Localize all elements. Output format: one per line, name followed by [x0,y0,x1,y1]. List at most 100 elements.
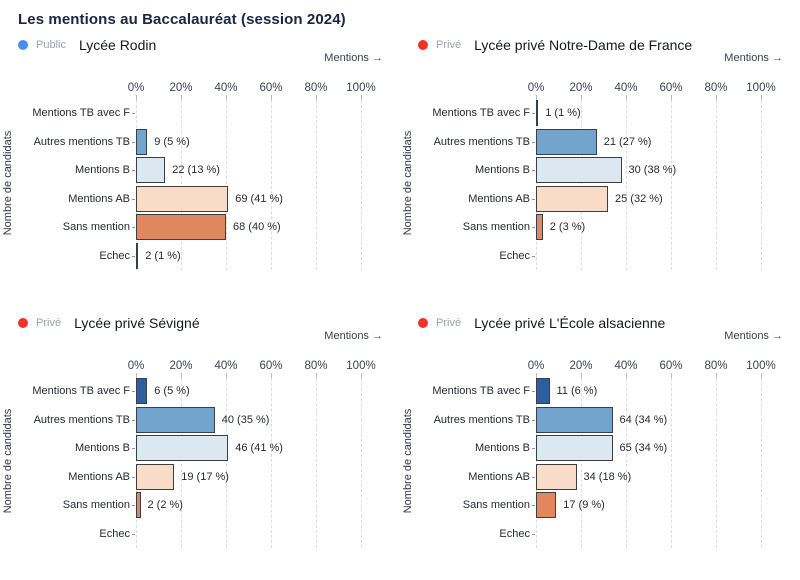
category-label: Mentions AB [68,193,130,205]
category-label: Sans mention [62,499,130,511]
category-tick-mark [532,227,535,228]
x-tick-mark [136,373,137,378]
bar-value-label: 21 (27 %) [603,136,652,148]
category-tick-mark [132,142,135,143]
category-label: Sans mention [62,221,130,233]
bar [536,100,539,126]
grid-line [760,373,762,548]
x-tick-label: 100% [346,82,376,94]
category-label: Mentions AB [468,193,530,205]
bar-value-label: 34 (18 %) [583,471,632,483]
category-label: Mentions AB [468,471,530,483]
bar [536,435,613,461]
bar [136,129,148,155]
bar [136,378,148,404]
category-tick-mark [532,534,535,535]
x-tick-label: 40% [614,360,638,372]
bar-value-label: 25 (32 %) [615,193,663,205]
grid-line [715,95,717,270]
prive-dot-icon [18,318,28,328]
category-label: Mentions AB [68,471,130,483]
grid-line [625,95,627,270]
category-tick-mark [132,391,135,392]
x-tick-mark [226,373,227,378]
grid-line [270,373,272,548]
category-tick-mark [132,113,135,114]
category-label: Mentions B [474,164,530,176]
category-label: Autres mentions TB [33,136,130,148]
category-label: Mentions TB avec F [32,385,130,397]
bar-value-label: 22 (13 %) [172,164,220,176]
bar-value-label: 65 (34 %) [619,442,668,454]
x-tick-mark [536,95,537,100]
category-label: Echec [499,528,530,540]
grid-line [360,373,362,548]
panel-header: Public Lycée Rodin [18,37,156,53]
category-tick-mark [132,534,135,535]
x-tick-label: 100% [746,82,776,94]
x-tick-mark [536,373,537,378]
bar [536,407,613,433]
grid-line [315,373,317,548]
x-tick-label: 100% [746,360,776,372]
x-tick-mark [671,95,672,100]
bar [536,157,622,183]
category-label: Mentions B [474,442,530,454]
bar-value-label: 2 (3 %) [549,221,586,233]
x-tick-label: 60% [259,360,283,372]
x-tick-label: 60% [659,360,683,372]
category-tick-mark [532,170,535,171]
y-axis-label: Nombre de candidats [2,408,14,514]
x-tick-label: 40% [214,82,238,94]
bar-value-label: 2 (1 %) [145,250,181,262]
bar [136,214,226,240]
bar [536,129,597,155]
category-label: Mentions TB avec F [432,385,530,397]
category-label: Autres mentions TB [433,136,530,148]
category-label: Sans mention [462,499,530,511]
category-label: Autres mentions TB [33,414,130,426]
x-tick-label: 0% [527,360,545,372]
category-tick-mark [132,505,135,506]
bar-value-label: 40 (35 %) [221,414,270,426]
bar [536,214,543,240]
x-tick-label: 40% [214,360,238,372]
bar [136,435,229,461]
x-tick-label: 20% [169,360,193,372]
grid-line [180,95,182,270]
category-label: Echec [99,528,130,540]
x-tick-label: 20% [169,82,193,94]
x-tick-label: 0% [527,82,545,94]
category-label: Mentions B [74,442,130,454]
grid-line [225,95,227,270]
x-tick-mark [136,95,137,100]
chart-panel: Privé Lycée privé Notre-Dame de France Men… [400,0,800,278]
category-label: Autres mentions TB [433,414,530,426]
x-tick-mark [271,95,272,100]
x-tick-mark [361,373,362,378]
grid-line [760,95,762,270]
bar-value-label: 17 (9 %) [563,499,605,511]
school-name: Lycée privé L'École alsacienne [474,315,666,331]
x-tick-label: 80% [704,360,728,372]
category-tick-mark [532,256,535,257]
category-label: Echec [99,250,130,262]
bar-value-label: 68 (40 %) [233,221,281,233]
grid-line [670,95,672,270]
panel-header: Privé Lycée privé Notre-Dame de France [418,37,692,53]
bar [136,186,229,212]
bar [536,186,608,212]
x-axis-label: Mentions → [724,52,783,64]
bar-value-label: 9 (5 %) [154,136,190,148]
bar-value-label: 11 (6 %) [556,385,598,397]
x-tick-label: 100% [346,360,376,372]
x-tick-mark [226,95,227,100]
sector-label: Privé [436,39,462,51]
x-axis-label: Mentions → [324,330,383,342]
y-axis-label: Nombre de candidats [2,130,14,236]
grid-line [625,373,627,548]
x-tick-mark [761,373,762,378]
grid-line [360,95,362,270]
x-tick-mark [626,95,627,100]
x-tick-mark [361,95,362,100]
